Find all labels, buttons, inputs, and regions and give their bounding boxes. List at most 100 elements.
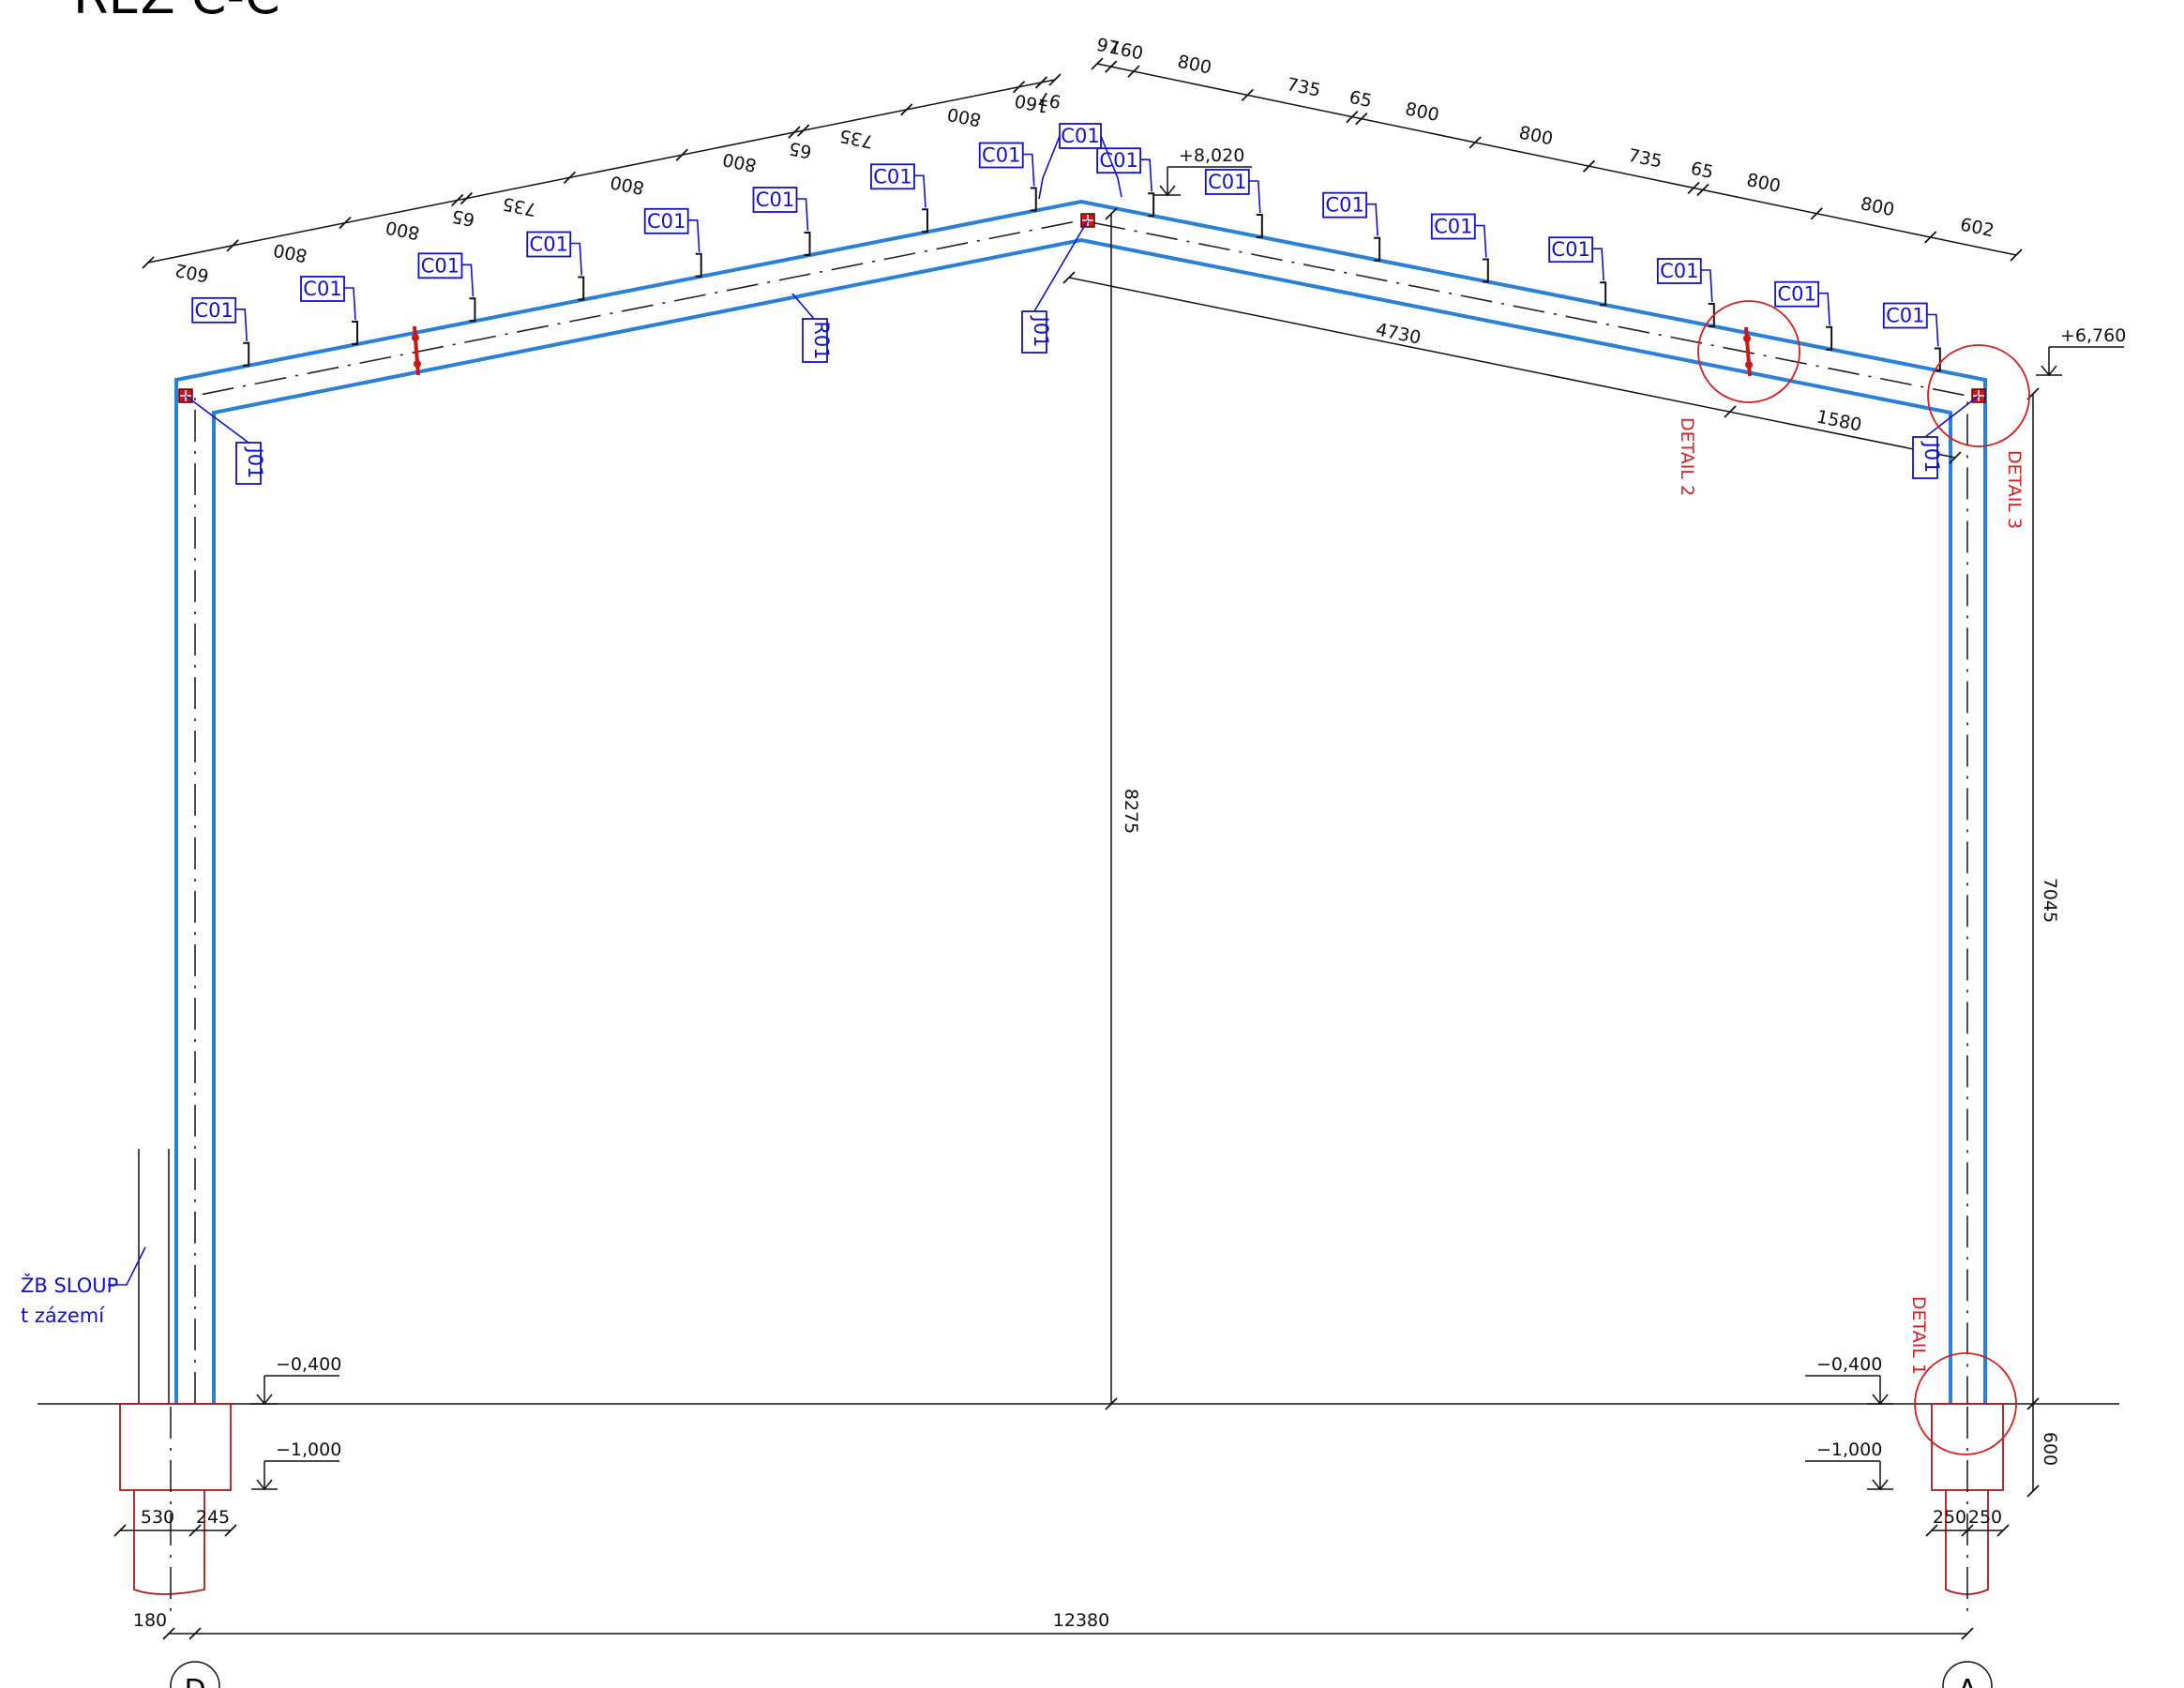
note-line-1: ŽB SLOUP: [21, 1274, 118, 1297]
rafter-tag: R01: [791, 293, 833, 363]
right-slope-dim-label: 800: [1517, 122, 1555, 149]
level-bottom-footing-left-text: −1,000: [276, 1439, 341, 1460]
purlin-l-2: C01: [417, 252, 476, 323]
right-slope-dim-label: 800: [1745, 170, 1783, 197]
right-foundation: [1931, 1403, 2004, 1613]
joint-left-eave: J01: [178, 388, 266, 485]
right-slope-dim-label: 160: [1107, 38, 1145, 65]
left-foundation: [119, 1403, 232, 1613]
axis-marker-left: [170, 1661, 220, 1688]
purlin-l-3: C01: [526, 231, 585, 301]
detail-3-label: DETAIL 3: [2004, 450, 2025, 529]
rafter-length-tick: [1949, 451, 1962, 464]
left-slope-dim-tick: [451, 193, 464, 207]
left-slope-dim-label: 602: [173, 259, 211, 286]
left-slope-dim-label: 65: [787, 138, 813, 162]
level-top-footing-left: [251, 1375, 339, 1406]
axis-marker-right: [1942, 1661, 1993, 1688]
purlin-tag-label: C01: [195, 299, 233, 322]
right-slope-dim-label: 800: [1176, 52, 1213, 79]
right-slope-dim-line: [1096, 63, 2017, 256]
rafter-length-tick: [1062, 271, 1076, 284]
level-eave: [2036, 346, 2124, 377]
left-slope-dim-tick: [339, 217, 352, 230]
right-slope-dim-label: 800: [1859, 193, 1896, 220]
steel-frame: [174, 199, 1987, 1404]
ridge-height-tick: [1105, 207, 1118, 220]
left-footing-dim-label: 245: [196, 1507, 230, 1528]
purlin-tag-label: C01: [1660, 260, 1698, 282]
span-dim-tick: [1961, 1627, 1974, 1640]
rafter-length-label: 1580: [1815, 407, 1863, 436]
splice-left: [412, 325, 421, 376]
right-footing-dim-tick: [1925, 1524, 1938, 1537]
level-top-footing-right-text: −0,400: [1816, 1354, 1882, 1375]
ridge-purlin-tag: C01: [1038, 123, 1122, 200]
axis-label-right: A: [1958, 1674, 1978, 1688]
left-slope-dim-tick: [900, 103, 913, 116]
right-slope-dim-tick: [1355, 113, 1368, 126]
right-slope-dim-label: 735: [1626, 145, 1664, 173]
purlin-l-0: C01: [191, 296, 250, 367]
purlin-tag-label: C01: [530, 234, 568, 256]
purlin-r-5: C01: [1656, 258, 1715, 327]
right-slope-dim-tick: [1105, 60, 1118, 73]
eave-height-tick: [2026, 1485, 2040, 1498]
eave-height-tick: [2026, 1397, 2040, 1410]
right-slope-dim-tick: [1582, 159, 1596, 173]
existing-column: [108, 1149, 170, 1404]
purlin-tag-label: C01: [1434, 216, 1472, 238]
left-slope-dim-label: 800: [945, 103, 983, 130]
left-slope-dim-tick: [563, 171, 577, 185]
purlin-r-0: C01: [1096, 147, 1155, 218]
level-ridge: [1154, 166, 1252, 197]
right-slope-dim-label: 602: [1958, 214, 1996, 241]
rafter-length-label: 4730: [1374, 320, 1423, 349]
left-slope-dim-tick: [459, 191, 474, 205]
left-slope-dim-tick: [797, 124, 810, 137]
purlin-r-1: C01: [1204, 169, 1263, 238]
left-slope-dim-label: 800: [384, 217, 421, 244]
detail-1-circle: [1914, 1352, 2017, 1455]
eave-height-label: 7045: [2040, 878, 2060, 923]
rafter-tag-label: R01: [810, 321, 833, 359]
right-slope-dim-tick: [2010, 249, 2023, 262]
detail-2-label: DETAIL 2: [1677, 417, 1697, 496]
right-footing-dim-tick: [1961, 1524, 1974, 1537]
right-slope-dim-tick: [1469, 136, 1482, 149]
rafter-length-tick: [1724, 405, 1737, 418]
level-bottom-footing-right-text: −1,000: [1816, 1439, 1882, 1460]
left-slope-dim-line: [147, 79, 1056, 264]
purlin-r-6: C01: [1774, 280, 1833, 351]
left-slope-dim-tick: [1048, 73, 1062, 86]
left-slope-dim-label: 97: [1036, 87, 1062, 112]
purlin-l-6: C01: [870, 163, 928, 234]
right-slope-dim-tick: [1091, 57, 1104, 70]
detail-3-circle: [1927, 344, 2030, 447]
foundation-depth-label: 600: [2040, 1432, 2060, 1466]
offset-dim-label: 180: [133, 1610, 167, 1631]
purlin-tag-label: C01: [873, 165, 911, 188]
purlin-tag-label: C01: [421, 254, 459, 277]
purlin-tag-label: C01: [756, 188, 794, 211]
right-slope-dim-tick: [1696, 183, 1710, 197]
purlin-tag-label: C01: [647, 210, 685, 233]
right-slope-dim-label: 97: [1094, 35, 1121, 59]
level-ridge-text: +8,020: [1179, 145, 1244, 166]
left-footing-dim-tick: [113, 1524, 127, 1537]
right-slope-dim-tick: [1924, 231, 1937, 244]
purlin-tag-label: C01: [303, 278, 341, 300]
left-slope-dim-label: 735: [501, 193, 538, 220]
right-footing-dim-label: 250: [1933, 1507, 1966, 1528]
right-slope-dim-tick: [1810, 207, 1823, 220]
span-dim-label: 12380: [1053, 1610, 1109, 1631]
joint-tag-label: J01: [244, 446, 266, 479]
left-footing-dim-tick: [188, 1524, 202, 1537]
left-slope-dim-tick: [1012, 81, 1026, 94]
joint-tag-label: J01: [1920, 441, 1943, 474]
frame-inner-edge: [212, 237, 1952, 1404]
left-slope-dim-label: 800: [272, 239, 309, 266]
purlin-tag-label: C01: [1208, 171, 1246, 193]
left-slope-dim-tick: [226, 239, 239, 252]
